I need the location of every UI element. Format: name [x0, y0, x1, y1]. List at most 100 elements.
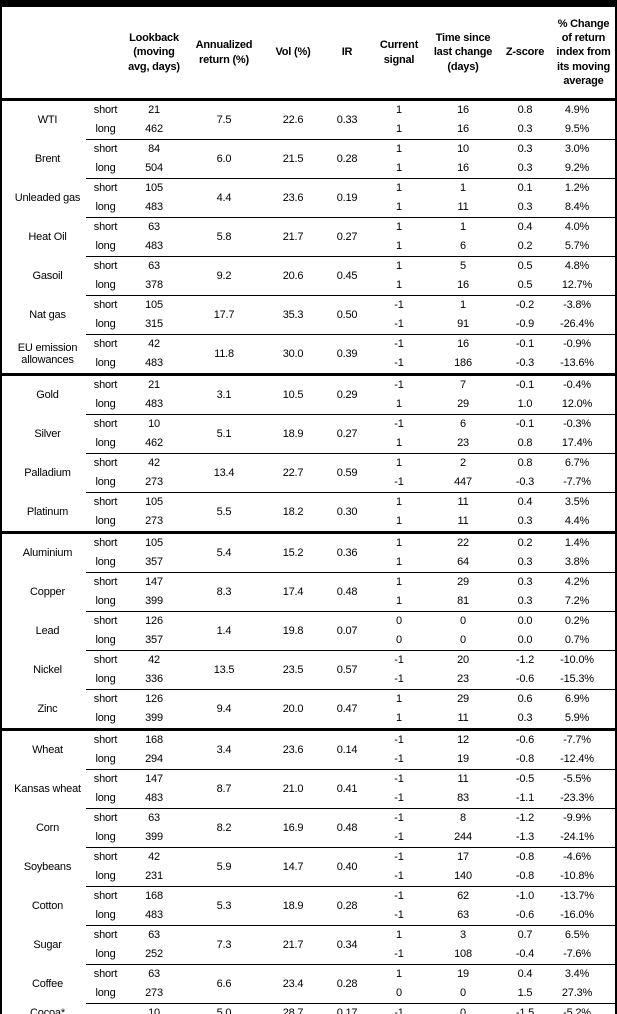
row-type-label: long: [95, 753, 116, 766]
cell-time-since-change: 19: [457, 753, 469, 766]
cell-current-signal: -1: [394, 948, 404, 961]
cell-lookback: 63: [122, 217, 186, 237]
cell-time-since-change: 11: [457, 712, 469, 725]
cell-current-signal: 1: [396, 437, 402, 450]
cell-z-score: -1.0: [498, 886, 552, 906]
table-row: Nat gas short 105 17.7 35.3 0.50 -1 1 -0.2 -3.8%: [2, 295, 615, 335]
row-type-label: short: [93, 104, 118, 117]
cell-time-since-change: 62: [428, 886, 498, 906]
row-type-label: short: [86, 808, 122, 828]
row-type-label: long: [95, 398, 116, 411]
cell-pct-change: -24.1%: [560, 831, 594, 844]
cell-annualized-return: 5.9: [186, 847, 262, 887]
row-type-label: long: [95, 831, 116, 844]
cell-vol: 21.7: [262, 925, 324, 965]
cell-lookback: 168: [122, 886, 186, 906]
cell-ir: 0.28: [324, 886, 370, 926]
cell-current-signal: -1: [394, 792, 404, 805]
cell-z-score: 0.3: [498, 139, 552, 159]
table-row: Cocoa* 10 5.0 28.7 0.17 -1 0 -1.5 -5.2%: [2, 1003, 615, 1014]
cell-z-score: 0.3: [517, 556, 533, 569]
row-type-label: long: [95, 201, 116, 214]
cell-current-signal: 1: [370, 139, 428, 159]
cell-lookback: 63: [122, 808, 186, 828]
cell-annualized-return: 11.8: [186, 334, 262, 375]
cell-z-score: -0.9: [515, 318, 535, 331]
cell-z-score: 0.3: [517, 201, 533, 214]
cell-z-score: -1.5: [498, 1003, 552, 1014]
cell-current-signal: 0: [396, 987, 402, 1000]
cell-time-since-change: 16: [457, 123, 469, 136]
table-row: long 294 -1 19 -0.8 -12.4%: [2, 750, 615, 770]
cell-pct-change: -10.0%: [552, 650, 615, 670]
cell-current-signal: 1: [370, 492, 428, 512]
row-type-label: short: [86, 964, 122, 984]
cell-pct-change: 6.5%: [552, 925, 615, 945]
cell-z-score: -0.6: [515, 673, 535, 686]
cell-time-since-change: 6: [460, 240, 466, 253]
row-type-label: short: [86, 925, 122, 945]
cell-pct-change: 1.4%: [552, 531, 615, 553]
header-row: Lookback (moving avg, days) Annualized r…: [2, 7, 615, 101]
cell-annualized-return: 5.8: [186, 217, 262, 257]
cell-annualized-return: 5.4: [186, 531, 262, 573]
cell-time-since-change: 29: [457, 398, 469, 411]
cell-z-score: -0.1: [498, 414, 552, 434]
cell-time-since-change: 10: [428, 139, 498, 159]
cell-pct-change: 3.4%: [552, 964, 615, 984]
cell-lookback: 105: [122, 492, 186, 512]
cell-ir: 0.48: [324, 572, 370, 612]
row-type-label: long: [95, 948, 116, 961]
cell-lookback: 399: [145, 712, 163, 725]
table-row: Gold short 21 3.1 10.5 0.29 -1 7 -0.1 -0.4%: [2, 373, 615, 415]
cell-lookback: 273: [145, 515, 163, 528]
cell-current-signal: 1: [396, 240, 402, 253]
cell-current-signal: -1: [370, 808, 428, 828]
row-type-label: short: [86, 295, 122, 315]
cell-vol: 10.5: [262, 373, 324, 415]
row-type-label: long: [95, 595, 116, 608]
cell-current-signal: 1: [396, 515, 402, 528]
column-header-vol: Vol (%): [262, 7, 324, 101]
cell-z-score: 0.3: [517, 595, 533, 608]
table-row: Corn short 63 8.2 16.9 0.48 -1 8 -1.2 -9.9%: [2, 808, 615, 848]
cell-lookback: 63: [122, 964, 186, 984]
cell-time-since-change: 140: [454, 870, 472, 883]
row-type-label: short: [86, 334, 122, 354]
cell-vol: 35.3: [262, 295, 324, 335]
cell-vol: 21.5: [262, 139, 324, 179]
cell-ir: 0.28: [324, 964, 370, 1004]
cell-annualized-return: 5.3: [186, 886, 262, 926]
cell-vol: 20.0: [262, 689, 324, 730]
commodity-name: Silver: [34, 427, 61, 440]
cell-annualized-return: 5.1: [186, 414, 262, 454]
cell-time-since-change: 29: [428, 572, 498, 592]
cell-z-score: 0.7: [498, 925, 552, 945]
cell-pct-change: -5.5%: [552, 769, 615, 789]
commodity-name: Palladium: [24, 466, 71, 479]
cell-ir: 0.41: [324, 769, 370, 809]
cell-current-signal: 1: [396, 398, 402, 411]
cell-pct-change: -12.4%: [560, 753, 594, 766]
cell-lookback: 378: [145, 279, 163, 292]
cell-current-signal: -1: [370, 886, 428, 906]
cell-vol: 21.0: [262, 769, 324, 809]
cell-z-score: 0.1: [498, 178, 552, 198]
cell-vol: 22.6: [282, 113, 304, 126]
cell-lookback: 273: [145, 476, 163, 489]
cell-current-signal: 1: [370, 925, 428, 945]
cell-annualized-return: 5.0: [186, 1003, 262, 1014]
cell-vol: 21.7: [262, 217, 324, 257]
table-row: Kansas wheat short 147 8.7 21.0 0.41 -1 11 -0.5-…: [2, 769, 615, 809]
column-header-annualized-return: Annualized return (%): [186, 7, 262, 101]
table-row: Brent short 84 6.0 21.5 0.28 1 10 0.3 3.0%: [2, 139, 615, 179]
cell-time-since-change: 83: [457, 792, 469, 805]
cell-current-signal: 1: [370, 572, 428, 592]
column-header-pct-change: % Change of return index from its moving…: [552, 7, 615, 101]
cell-time-since-change: 12: [428, 728, 498, 750]
table-row: Zinc short 126 9.4 20.0 0.47 1 29 0.6 6.9%: [2, 689, 615, 730]
cell-pct-change: 5.9%: [564, 712, 590, 725]
cell-annualized-return: 3.1: [186, 373, 262, 415]
table-row: long 483 1 6 0.2 5.7%: [2, 237, 615, 257]
cell-pct-change: -13.6%: [560, 357, 594, 370]
